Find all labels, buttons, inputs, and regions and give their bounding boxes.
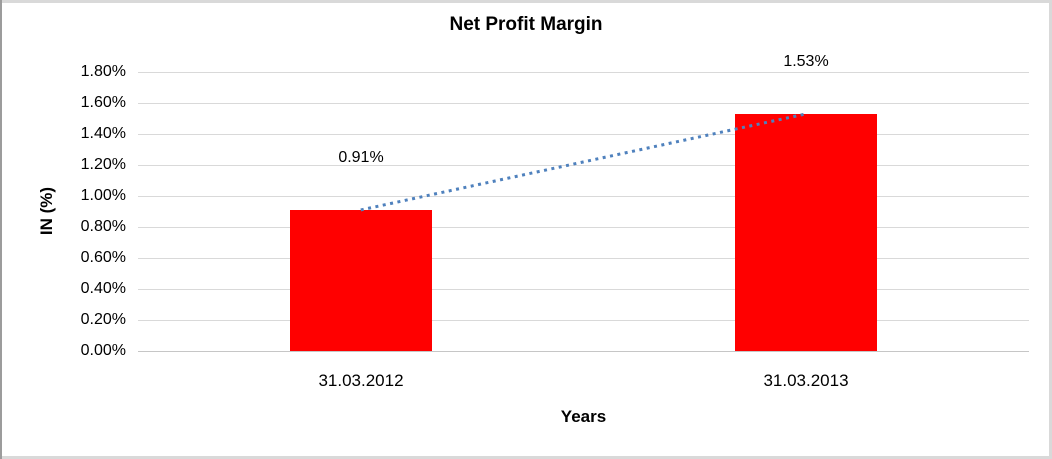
gridline xyxy=(138,258,1029,259)
bar-31.03.2012 xyxy=(290,210,432,351)
data-label-31.03.2013: 1.53% xyxy=(783,53,829,70)
y-tick-label: 1.00% xyxy=(80,187,126,204)
gridline xyxy=(138,165,1029,166)
trendline xyxy=(360,112,807,212)
x-axis-title: Years xyxy=(560,407,607,426)
y-tick-label: 1.20% xyxy=(80,156,126,173)
frame-border-left xyxy=(0,0,2,459)
gridline xyxy=(138,134,1029,135)
y-tick-label: 1.80% xyxy=(80,63,126,80)
chart-title: Net Profit Margin xyxy=(449,14,603,35)
y-tick-label: 0.60% xyxy=(80,249,126,266)
gridline xyxy=(138,227,1029,228)
frame-border-bottom xyxy=(0,456,1052,459)
gridline xyxy=(138,103,1029,104)
bar-31.03.2013 xyxy=(735,114,877,351)
gridline xyxy=(138,72,1029,73)
frame-border-right xyxy=(1049,0,1052,459)
y-tick-label: 0.00% xyxy=(80,342,126,359)
gridline xyxy=(138,320,1029,321)
x-tick-label-31.03.2013: 31.03.2013 xyxy=(763,371,849,390)
y-tick-label: 1.40% xyxy=(80,125,126,142)
data-label-31.03.2012: 0.91% xyxy=(338,149,384,166)
trendline-segment xyxy=(360,112,807,212)
y-tick-label: 0.40% xyxy=(80,280,126,297)
plot-area xyxy=(138,72,1029,352)
x-tick-label-31.03.2012: 31.03.2012 xyxy=(318,371,404,390)
y-tick-label: 0.80% xyxy=(80,218,126,235)
frame-border-top xyxy=(0,0,1052,3)
x-axis-line xyxy=(138,351,1029,352)
gridline xyxy=(138,196,1029,197)
gridline xyxy=(138,289,1029,290)
y-tick-label: 0.20% xyxy=(80,311,126,328)
y-tick-label: 1.60% xyxy=(80,94,126,111)
